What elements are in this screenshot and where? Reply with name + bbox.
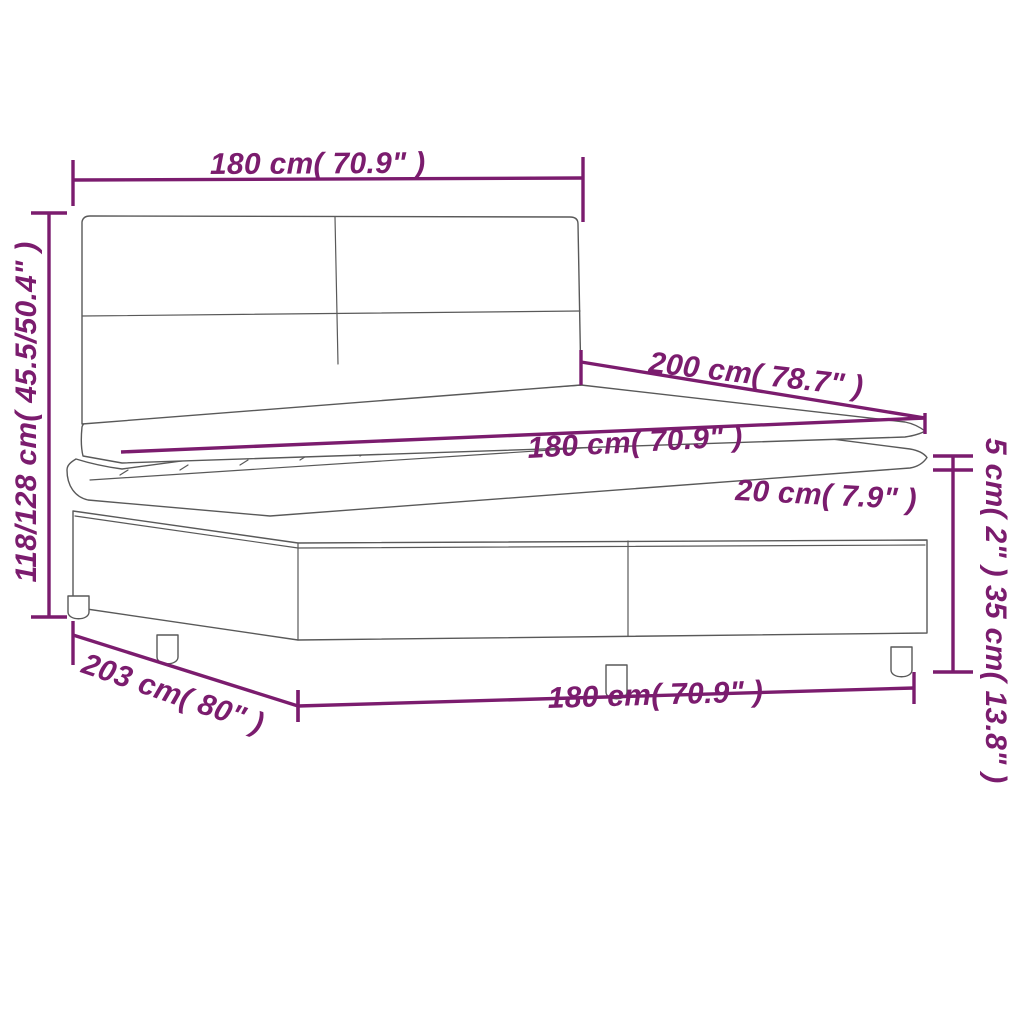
svg-text:180 cm( 70.9" ): 180 cm( 70.9" ) bbox=[547, 675, 763, 715]
svg-text:118/128 cm( 45.5/50.4" ): 118/128 cm( 45.5/50.4" ) bbox=[10, 241, 43, 582]
svg-text:35 cm( 13.8" ): 35 cm( 13.8" ) bbox=[979, 585, 1012, 784]
svg-text:5 cm( 2" ): 5 cm( 2" ) bbox=[979, 438, 1012, 577]
svg-text:180 cm( 70.9" ): 180 cm( 70.9" ) bbox=[210, 147, 426, 181]
